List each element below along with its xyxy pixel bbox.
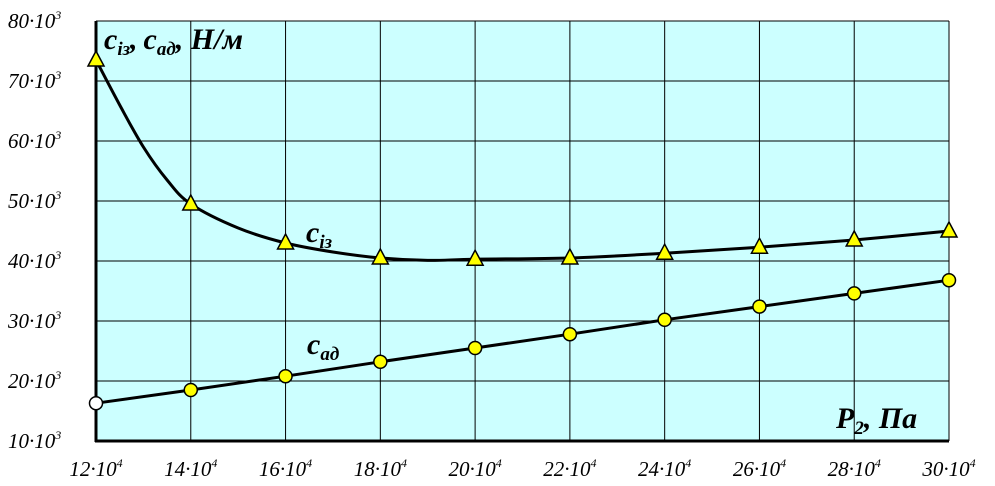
x-tick-label: 24·104 <box>638 456 691 481</box>
marker-c-ad <box>88 395 104 411</box>
y-tick-label: 80·103 <box>8 8 61 33</box>
x-tick-label: 18·104 <box>354 456 407 481</box>
marker-c-iz <box>655 242 674 260</box>
y-axis-label: cіз, cад, Н/м <box>104 23 243 60</box>
marker-c-ad <box>752 299 767 314</box>
y-tick-label: 30·103 <box>7 308 61 333</box>
x-tick-label: 16·104 <box>259 456 312 481</box>
marker-c-iz <box>371 247 390 265</box>
x-axis-label: P2, Па <box>835 402 917 439</box>
x-tick-label: 20·104 <box>448 456 501 481</box>
marker-c-ad <box>657 312 672 328</box>
marker-c-iz <box>750 236 769 254</box>
marker-c-ad <box>183 382 199 398</box>
marker-c-iz <box>939 220 959 238</box>
x-tick-labels: 12·104 14·104 16·104 18·104 20·104 22·104 24·1… <box>69 456 975 481</box>
marker-c-ad <box>941 272 957 288</box>
y-tick-label: 50·103 <box>8 188 61 213</box>
marker-c-ad <box>278 368 293 384</box>
y-tick-labels: 10·103 20·103 30·103 40·103 50·103 60·103 70·1… <box>7 8 61 453</box>
plot-area <box>96 21 949 441</box>
x-tick-label: 26·104 <box>733 456 786 481</box>
marker-c-ad <box>373 354 388 370</box>
marker-c-iz <box>86 49 106 67</box>
series-line-c-ad <box>95 278 950 405</box>
x-tick-label: 14·104 <box>164 456 217 481</box>
x-tick-label: 30·104 <box>921 456 975 481</box>
marker-c-iz <box>181 193 201 211</box>
series-label-c-ad: cад <box>307 328 339 365</box>
y-tick-label: 10·103 <box>8 428 61 453</box>
x-tick-label: 12·104 <box>69 456 122 481</box>
y-tick-label: 20·103 <box>8 368 61 393</box>
y-tick-label: 40·103 <box>8 248 61 273</box>
marker-c-iz <box>465 248 485 266</box>
marker-c-ad <box>562 326 578 342</box>
marker-c-iz <box>844 229 864 247</box>
axes <box>94 21 949 443</box>
marker-c-iz <box>560 247 580 265</box>
y-tick-label: 70·103 <box>8 68 61 93</box>
marker-c-ad <box>846 286 862 301</box>
x-tick-label: 22·104 <box>543 456 596 481</box>
x-tick-label: 28·104 <box>828 456 881 481</box>
marker-c-iz <box>276 232 295 250</box>
series-label-c-iz: cіз <box>306 216 333 253</box>
y-tick-label: 60·103 <box>8 128 61 153</box>
marker-c-ad <box>467 340 483 356</box>
series-group <box>86 49 959 411</box>
